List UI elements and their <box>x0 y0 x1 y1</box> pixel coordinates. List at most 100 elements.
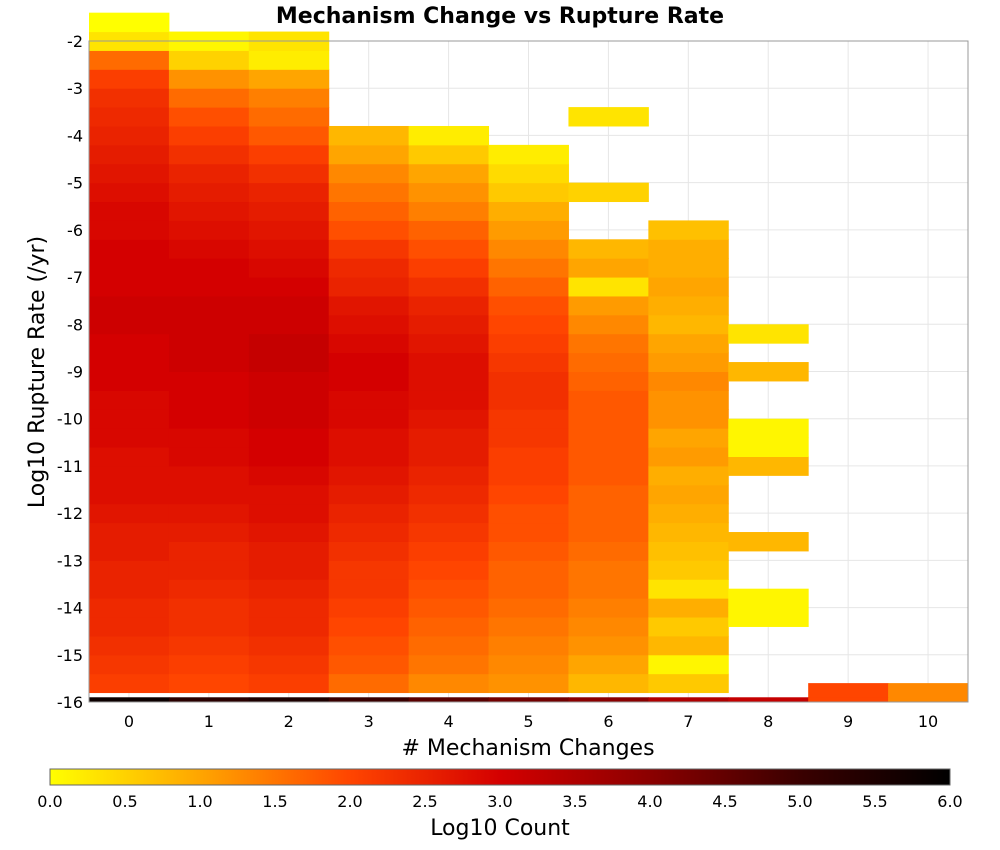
heatmap-cell <box>168 201 250 221</box>
x-tick-label: 7 <box>683 712 693 731</box>
heatmap-cell <box>728 324 809 344</box>
heatmap-cell <box>568 484 649 505</box>
heatmap-cell-bottom <box>488 697 569 703</box>
heatmap-cell <box>728 362 809 382</box>
heatmap-cell <box>568 390 649 410</box>
heatmap-cell <box>488 201 569 221</box>
heatmap-cell <box>168 239 250 259</box>
heatmap-cell <box>408 277 490 297</box>
x-tick-label: 2 <box>284 712 294 731</box>
heatmap-cell <box>89 220 170 240</box>
colorbar-tick-label: 4.5 <box>712 792 737 811</box>
heatmap-cell <box>168 277 250 297</box>
heatmap-cell <box>168 69 250 89</box>
heatmap-cell <box>648 239 729 259</box>
heatmap-cell <box>408 598 490 618</box>
heatmap-cell <box>488 390 569 410</box>
heatmap-cell <box>568 182 649 203</box>
heatmap-cell <box>648 409 729 429</box>
heatmap-cell <box>728 437 809 457</box>
heatmap-cell <box>408 352 490 372</box>
heatmap-cell <box>89 598 170 618</box>
heatmap-cell <box>168 447 250 467</box>
heatmap-cell <box>648 579 729 599</box>
heatmap-cell <box>168 50 250 70</box>
heatmap-cell <box>168 428 250 448</box>
heatmap-cell <box>328 144 410 165</box>
heatmap-cell <box>648 522 729 542</box>
heatmap-cell <box>328 239 410 259</box>
heatmap-cell <box>408 390 490 410</box>
heatmap-cells <box>89 12 969 703</box>
heatmap-cell <box>408 428 490 448</box>
heatmap-cell <box>488 560 569 580</box>
x-tick-label: 9 <box>843 712 853 731</box>
heatmap-cell <box>568 428 649 448</box>
heatmap-cell <box>568 654 649 675</box>
y-tick-label: -6 <box>67 221 83 240</box>
colorbar-label: Log10 Count <box>430 816 570 841</box>
heatmap-cell <box>328 220 410 240</box>
heatmap-cell <box>248 163 330 184</box>
x-tick-label: 6 <box>603 712 613 731</box>
heatmap-cell <box>488 654 569 675</box>
heatmap-cell <box>648 635 729 656</box>
heatmap-cell <box>408 617 490 637</box>
heatmap-cell <box>648 371 729 391</box>
heatmap-cell <box>408 541 490 561</box>
heatmap-cell <box>408 333 490 354</box>
heatmap-cell <box>168 182 250 203</box>
heatmap-cell <box>328 352 410 372</box>
heatmap-cell <box>488 163 569 184</box>
heatmap-cell <box>648 617 729 637</box>
heatmap-cell <box>248 654 330 675</box>
heatmap-cell <box>488 522 569 542</box>
heatmap-cell <box>89 654 170 675</box>
heatmap-cell <box>168 673 250 694</box>
x-axis-ticks: 0 1 2 3 4 5 6 7 8 9 10 <box>124 712 938 731</box>
heatmap-cell <box>568 673 649 694</box>
heatmap-cell <box>168 352 250 372</box>
heatmap-cell <box>89 163 170 184</box>
y-tick-label: -10 <box>57 410 83 429</box>
heatmap-cell-bottom <box>328 697 410 703</box>
heatmap-cell <box>568 277 649 297</box>
heatmap-cell <box>248 69 330 89</box>
heatmap-cell <box>328 541 410 561</box>
heatmap-cell <box>168 503 250 524</box>
heatmap-cell <box>168 617 250 637</box>
heatmap-cell <box>408 484 490 505</box>
heatmap-cell <box>328 333 410 354</box>
heatmap-cell <box>408 220 490 240</box>
heatmap-cell <box>488 447 569 467</box>
heatmap-cell <box>168 541 250 561</box>
heatmap-cell <box>648 503 729 524</box>
heatmap-cell <box>168 409 250 429</box>
heatmap-cell <box>89 579 170 599</box>
heatmap-cell <box>648 673 729 694</box>
heatmap-cell <box>408 295 490 316</box>
heatmap-cell <box>248 144 330 165</box>
heatmap-cell <box>89 69 170 89</box>
heatmap-cell <box>648 484 729 505</box>
heatmap-cell <box>728 532 809 552</box>
heatmap-cell <box>328 371 410 391</box>
heatmap-cell <box>648 390 729 410</box>
heatmap-cell <box>408 409 490 429</box>
heatmap-cell <box>248 88 330 108</box>
heatmap-cell <box>168 390 250 410</box>
heatmap-cell <box>648 560 729 580</box>
heatmap-cell <box>89 484 170 505</box>
heatmap-cell <box>568 579 649 599</box>
heatmap-cell <box>328 277 410 297</box>
heatmap-cell <box>328 258 410 278</box>
heatmap-cell <box>568 465 649 486</box>
colorbar-tick-label: 3.5 <box>562 792 587 811</box>
heatmap-cell <box>328 654 410 675</box>
heatmap-cell <box>248 182 330 203</box>
heatmap-cell <box>89 522 170 542</box>
x-tick-label: 8 <box>763 712 773 731</box>
colorbar-tick-label: 3.0 <box>487 792 512 811</box>
heatmap-cell <box>168 88 250 108</box>
colorbar-tick-label: 5.0 <box>787 792 812 811</box>
